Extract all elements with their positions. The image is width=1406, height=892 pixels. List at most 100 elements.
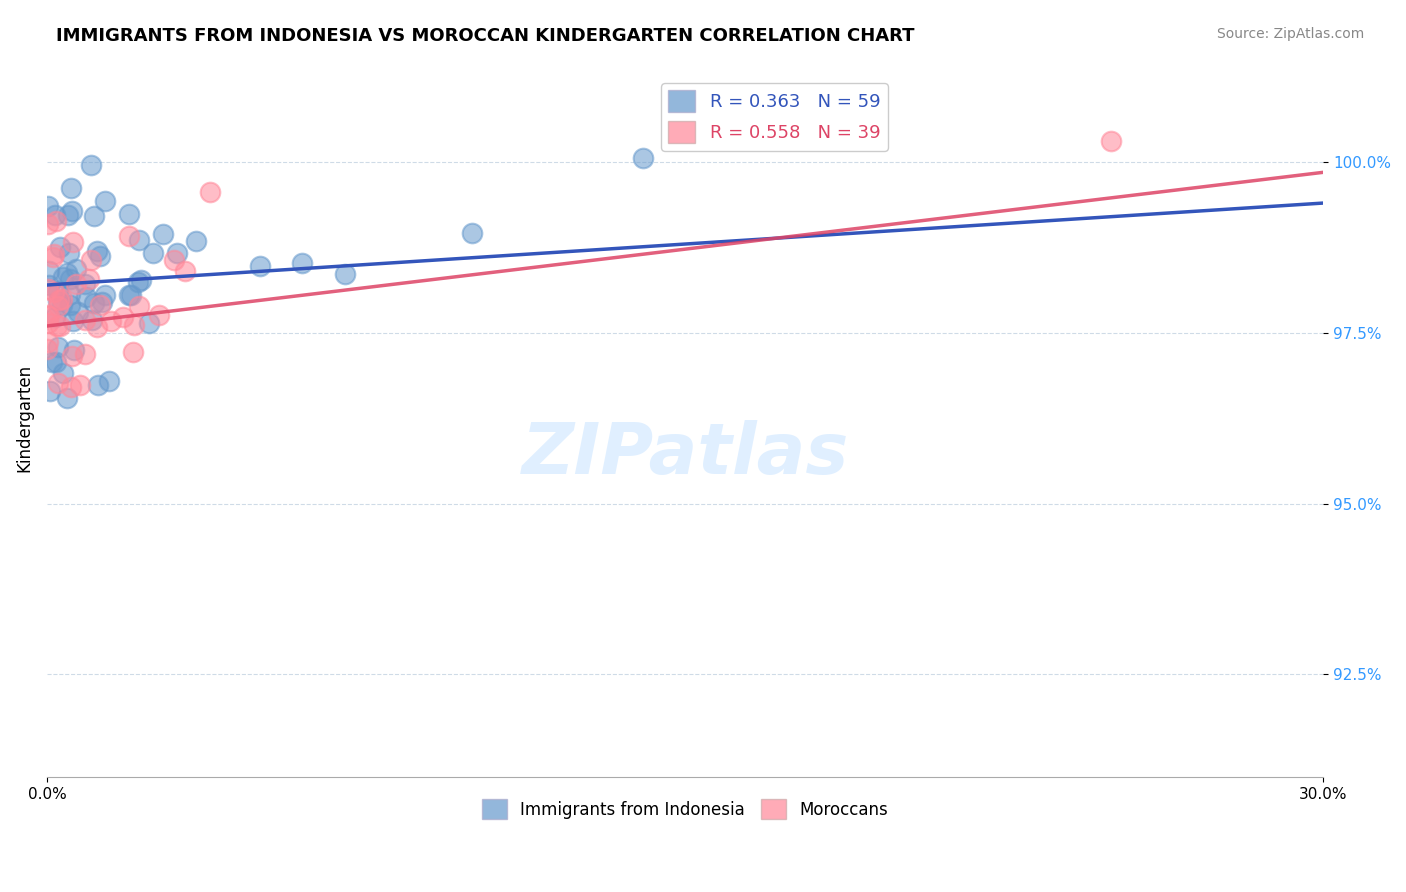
Point xyxy=(41,355,63,369)
Point xyxy=(111,310,134,324)
Point xyxy=(117,229,139,244)
Point xyxy=(59,181,82,195)
Point xyxy=(44,208,66,222)
Point xyxy=(48,240,70,254)
Point xyxy=(63,343,86,357)
Point xyxy=(44,285,66,300)
Point xyxy=(75,290,97,304)
Point xyxy=(52,366,75,380)
Point xyxy=(87,377,110,392)
Point xyxy=(60,349,83,363)
Text: Source: ZipAtlas.com: Source: ZipAtlas.com xyxy=(1216,27,1364,41)
Point xyxy=(65,277,87,291)
Text: ZIPatlas: ZIPatlas xyxy=(522,419,849,489)
Point xyxy=(86,319,108,334)
Point xyxy=(152,227,174,241)
Point xyxy=(59,272,82,286)
Point xyxy=(38,263,60,277)
Point xyxy=(46,376,69,391)
Point xyxy=(37,342,59,356)
Point xyxy=(46,299,69,313)
Point xyxy=(45,319,67,334)
Point xyxy=(46,284,69,298)
Point xyxy=(59,286,82,301)
Point xyxy=(128,299,150,313)
Point xyxy=(198,186,221,200)
Point xyxy=(148,308,170,322)
Point xyxy=(117,288,139,302)
Point xyxy=(631,151,654,165)
Point xyxy=(48,293,70,308)
Point xyxy=(58,246,80,260)
Point xyxy=(37,198,59,212)
Point xyxy=(91,295,114,310)
Point xyxy=(83,295,105,310)
Point xyxy=(80,313,103,327)
Point xyxy=(77,272,100,286)
Point xyxy=(46,339,69,353)
Point xyxy=(1099,135,1122,149)
Point xyxy=(100,314,122,328)
Point xyxy=(122,318,145,333)
Point xyxy=(97,374,120,388)
Point xyxy=(69,377,91,392)
Point xyxy=(45,213,67,227)
Point xyxy=(89,298,111,312)
Point xyxy=(166,245,188,260)
Point xyxy=(86,244,108,258)
Point xyxy=(45,355,67,369)
Point xyxy=(138,316,160,330)
Point xyxy=(51,298,73,312)
Point xyxy=(51,292,73,306)
Point xyxy=(461,226,484,240)
Point xyxy=(73,313,96,327)
Point xyxy=(673,120,696,135)
Point xyxy=(65,262,87,277)
Point xyxy=(163,252,186,267)
Point xyxy=(35,308,58,322)
Point xyxy=(56,391,79,405)
Point xyxy=(118,207,141,221)
Y-axis label: Kindergarten: Kindergarten xyxy=(15,364,32,472)
Point xyxy=(75,347,97,361)
Point xyxy=(38,309,60,323)
Point xyxy=(42,247,65,261)
Point xyxy=(93,288,115,302)
Point xyxy=(131,273,153,287)
Point xyxy=(73,277,96,291)
Point xyxy=(120,288,142,302)
Point xyxy=(37,282,59,296)
Point xyxy=(128,233,150,247)
Legend: Immigrants from Indonesia, Moroccans: Immigrants from Indonesia, Moroccans xyxy=(475,792,896,826)
Point xyxy=(37,316,59,330)
Point xyxy=(48,294,70,309)
Point xyxy=(62,314,84,328)
Point xyxy=(127,275,149,289)
Point xyxy=(142,245,165,260)
Point xyxy=(333,267,356,281)
Point xyxy=(80,253,103,268)
Point xyxy=(44,310,66,324)
Point xyxy=(184,235,207,249)
Point xyxy=(55,266,77,280)
Point xyxy=(37,217,59,231)
Point xyxy=(79,158,101,172)
Point xyxy=(38,278,60,293)
Point xyxy=(717,120,740,135)
Point xyxy=(59,380,82,394)
Point xyxy=(83,210,105,224)
Point xyxy=(62,235,84,249)
Point xyxy=(37,334,59,349)
Text: IMMIGRANTS FROM INDONESIA VS MOROCCAN KINDERGARTEN CORRELATION CHART: IMMIGRANTS FROM INDONESIA VS MOROCCAN KI… xyxy=(56,27,915,45)
Point xyxy=(38,384,60,399)
Point xyxy=(58,208,80,222)
Point xyxy=(49,319,72,334)
Point xyxy=(42,250,65,264)
Point xyxy=(89,249,111,263)
Point xyxy=(52,269,75,284)
Point xyxy=(174,263,197,277)
Point xyxy=(249,259,271,273)
Point xyxy=(291,256,314,270)
Point xyxy=(60,203,83,218)
Point xyxy=(122,344,145,359)
